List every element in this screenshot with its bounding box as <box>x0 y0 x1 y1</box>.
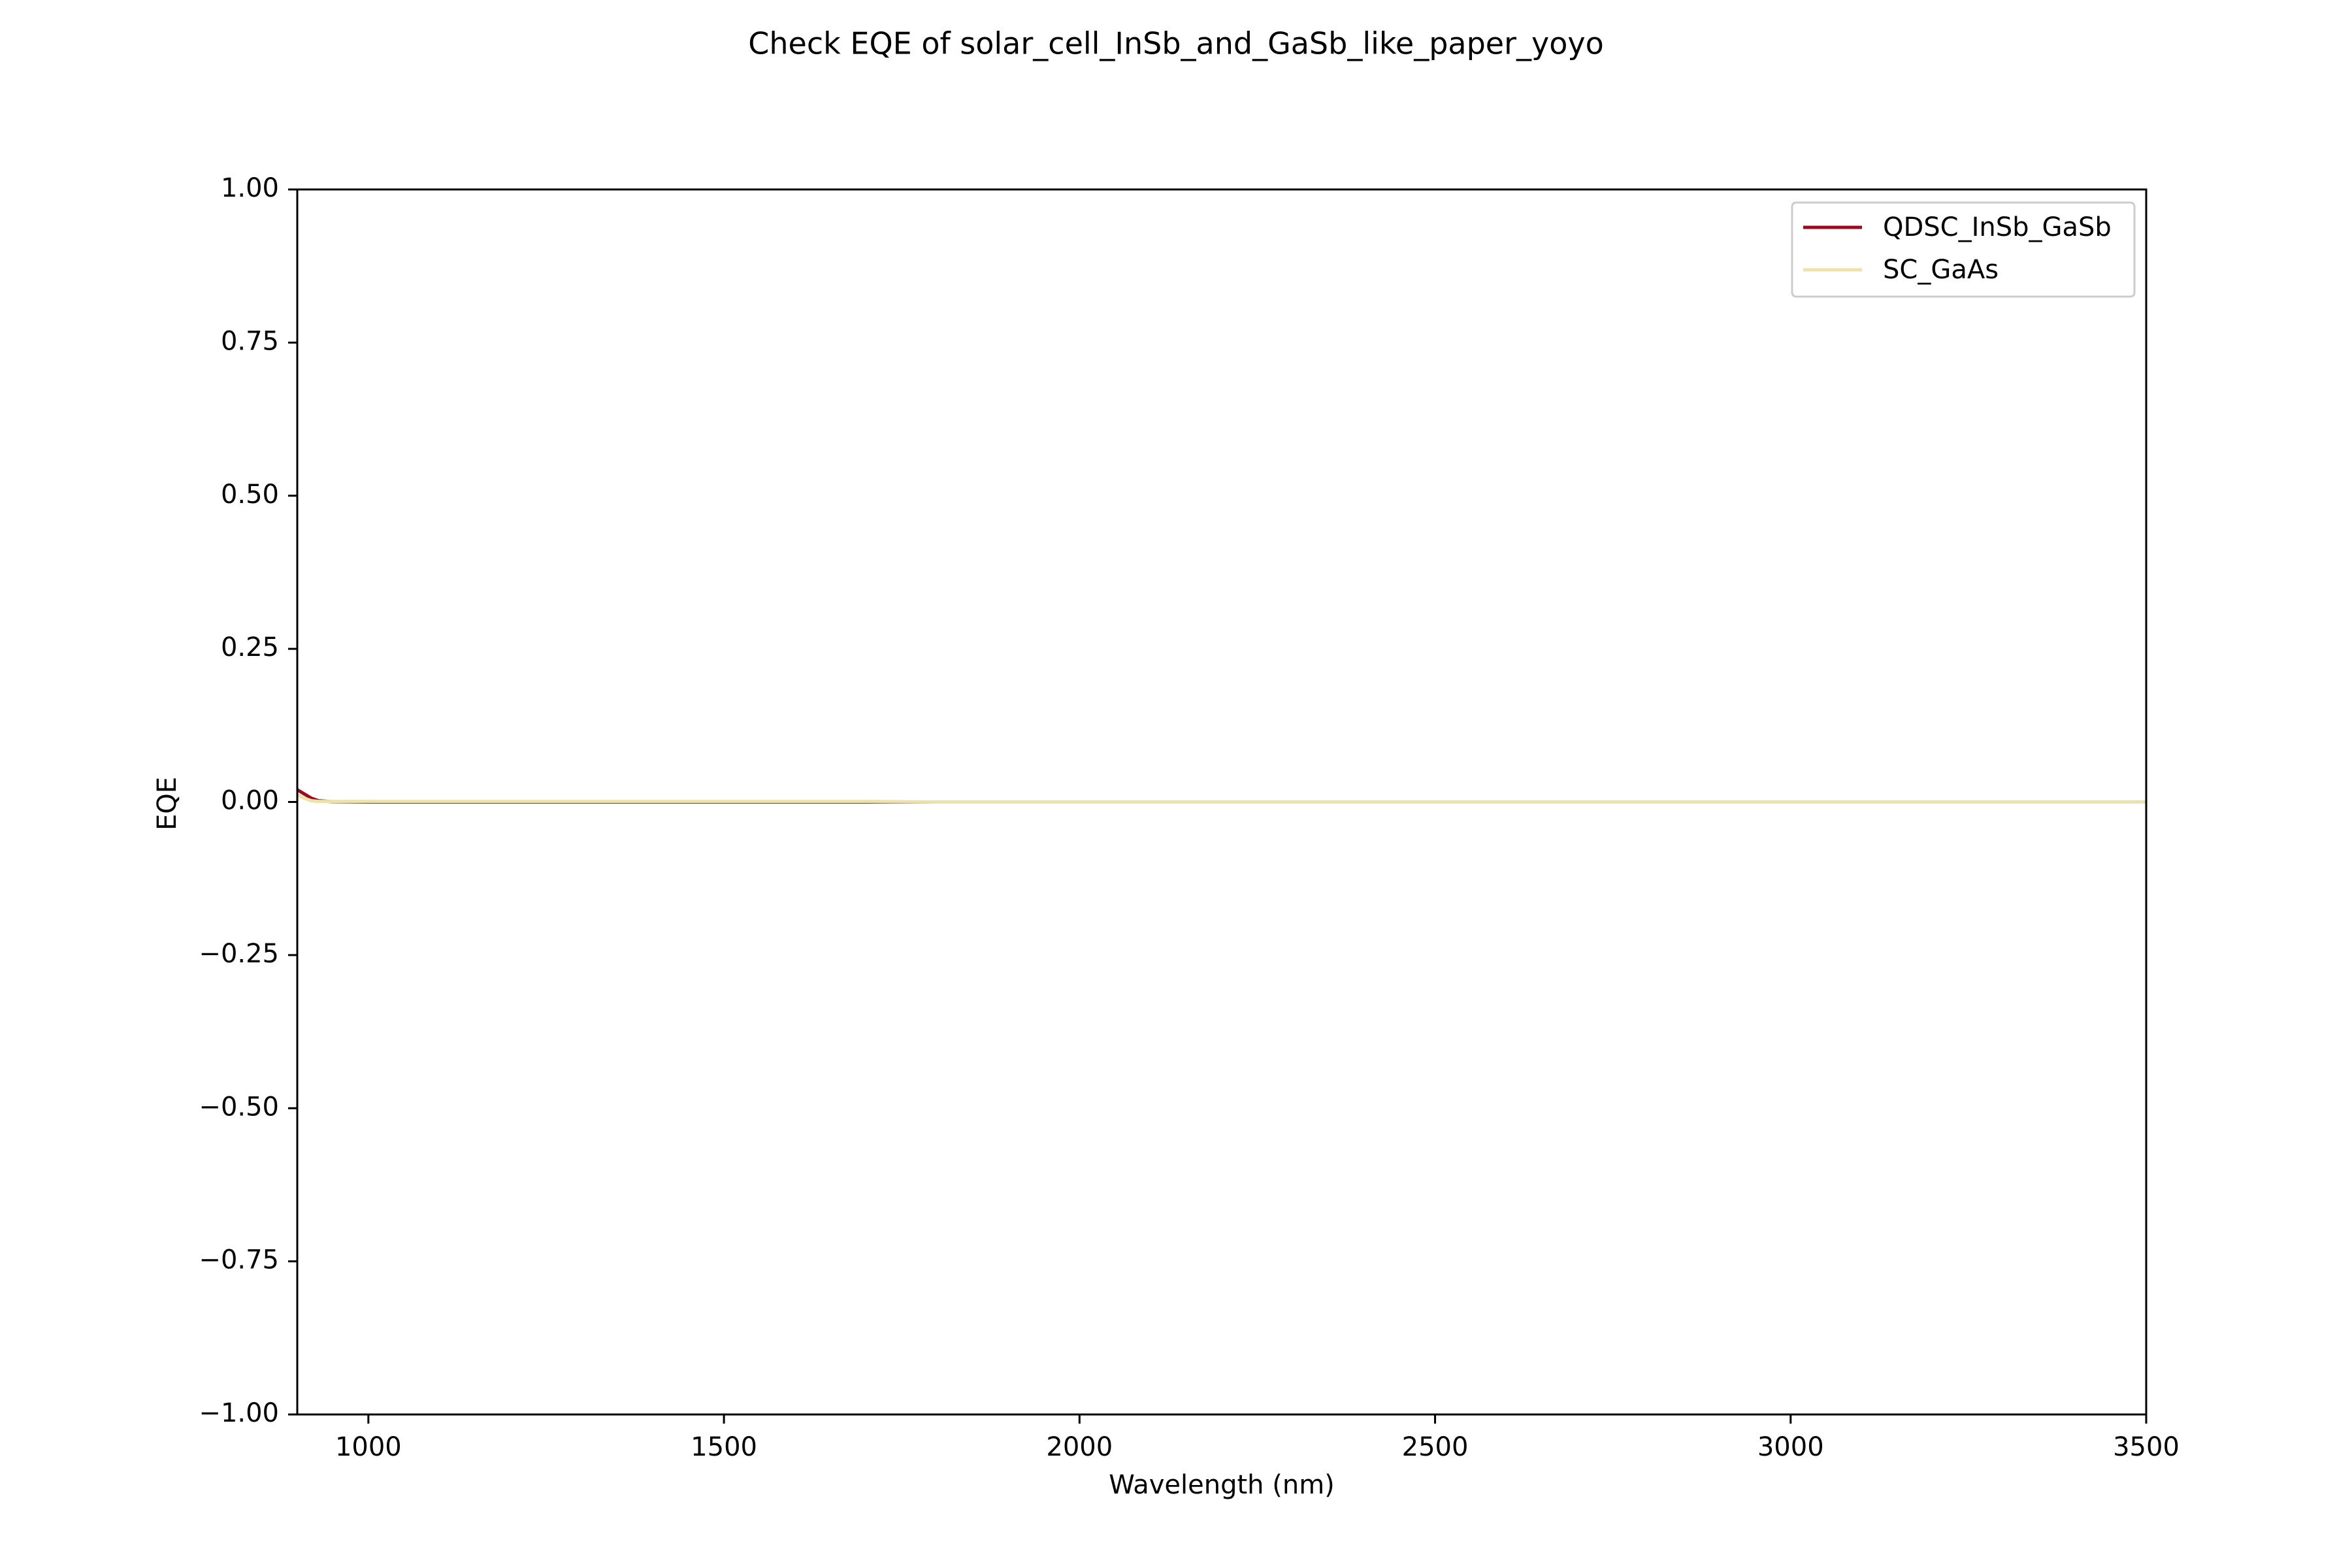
x-tick-label: 1000 <box>335 1432 402 1462</box>
legend: QDSC_InSb_GaSb SC_GaAs <box>1791 201 2136 298</box>
y-axis-label: EQE <box>152 777 182 830</box>
chart-title: Check EQE of solar_cell_InSb_and_GaSb_li… <box>748 26 1603 61</box>
x-tick-label: 3000 <box>1757 1432 1824 1462</box>
series-line-sc-gaas <box>296 793 2146 804</box>
y-tick-label: −0.75 <box>199 1245 279 1275</box>
legend-label-qdsc-insb-gasb: QDSC_InSb_GaSb <box>1883 212 2112 242</box>
series-layer <box>296 788 2146 804</box>
legend-box <box>1791 201 2136 298</box>
y-axis-ticks: −1.00 −0.75 −0.50 −0.25 0.00 0.25 0.50 0.75 1.00 <box>199 173 297 1428</box>
x-tick-label: 1500 <box>691 1432 757 1462</box>
y-tick-label: −0.50 <box>199 1092 279 1122</box>
x-tick-label: 2500 <box>1402 1432 1469 1462</box>
y-tick-label: 1.00 <box>221 173 279 203</box>
y-tick-label: 0.50 <box>221 480 279 510</box>
y-tick-label: 0.75 <box>221 326 279 356</box>
x-axis-ticks: 1000 1500 2000 2500 3000 3500 <box>335 1414 2180 1462</box>
x-tick-label: 2000 <box>1046 1432 1113 1462</box>
plot-area <box>296 188 2148 1416</box>
y-tick-label: −0.25 <box>199 939 279 969</box>
x-tick-label: 3500 <box>2113 1432 2180 1462</box>
y-tick-label: 0.00 <box>221 786 279 816</box>
y-tick-label: −1.00 <box>199 1398 279 1428</box>
legend-label-sc-gaas: SC_GaAs <box>1883 255 1999 285</box>
y-tick-label: 0.25 <box>221 632 279 662</box>
x-axis-label: Wavelength (nm) <box>1109 1470 1335 1500</box>
